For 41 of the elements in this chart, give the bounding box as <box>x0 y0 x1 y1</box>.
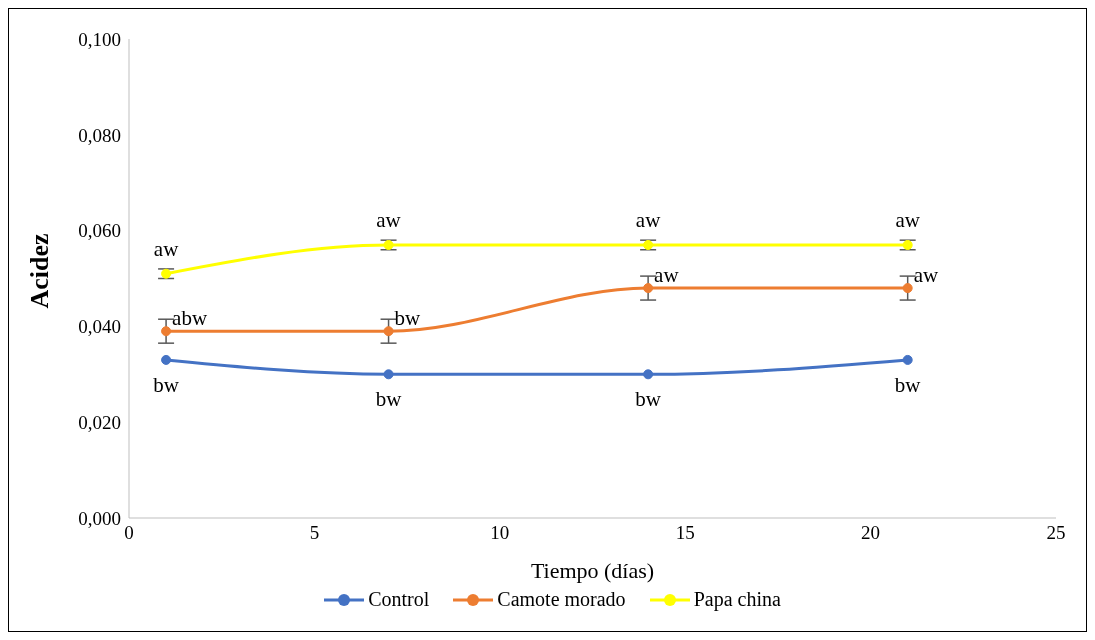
annotation: bw <box>394 306 422 331</box>
annotation: bw <box>153 372 180 397</box>
y-tick-label: 0,100 <box>78 28 121 50</box>
point <box>643 369 654 380</box>
x-tick-label: 20 <box>861 522 881 544</box>
point <box>383 239 394 250</box>
annotation: aw <box>895 207 921 232</box>
annotation: bw <box>894 372 922 397</box>
y-tick-label: 0,040 <box>78 316 121 338</box>
point <box>902 283 913 294</box>
point <box>161 268 172 279</box>
annotation: bw <box>375 387 403 412</box>
y-tick-label: 0,080 <box>78 124 121 146</box>
point <box>643 283 654 294</box>
legend-label: Papa china <box>693 588 781 611</box>
x-tick-label: 10 <box>490 522 510 544</box>
point <box>383 326 394 337</box>
annotation: aw <box>635 207 662 232</box>
annotation: bw <box>635 387 662 412</box>
legend-label: Camote morado <box>497 588 626 611</box>
legend-label: Control <box>368 588 430 611</box>
point <box>383 369 394 380</box>
x-tick-label: 25 <box>1046 522 1066 544</box>
y-tick-label: 0,020 <box>78 411 121 433</box>
x-tick-label: 15 <box>675 522 695 544</box>
point <box>161 354 172 365</box>
annotation: aw <box>376 207 402 232</box>
point <box>161 326 172 337</box>
y-axis-title: Acidez <box>25 233 55 309</box>
y-tick-label: 0,060 <box>78 220 121 242</box>
annotation: aw <box>153 236 180 261</box>
annotation: aw <box>654 263 680 288</box>
point <box>902 354 913 365</box>
x-tick-label: 5 <box>309 522 320 544</box>
x-tick-label: 0 <box>124 522 134 544</box>
x-axis-title: Tiempo (días) <box>530 558 655 583</box>
point <box>643 239 654 250</box>
annotation: abw <box>172 306 208 331</box>
y-tick-label: 0,000 <box>78 507 121 529</box>
annotation: aw <box>913 263 939 288</box>
point <box>902 239 913 250</box>
